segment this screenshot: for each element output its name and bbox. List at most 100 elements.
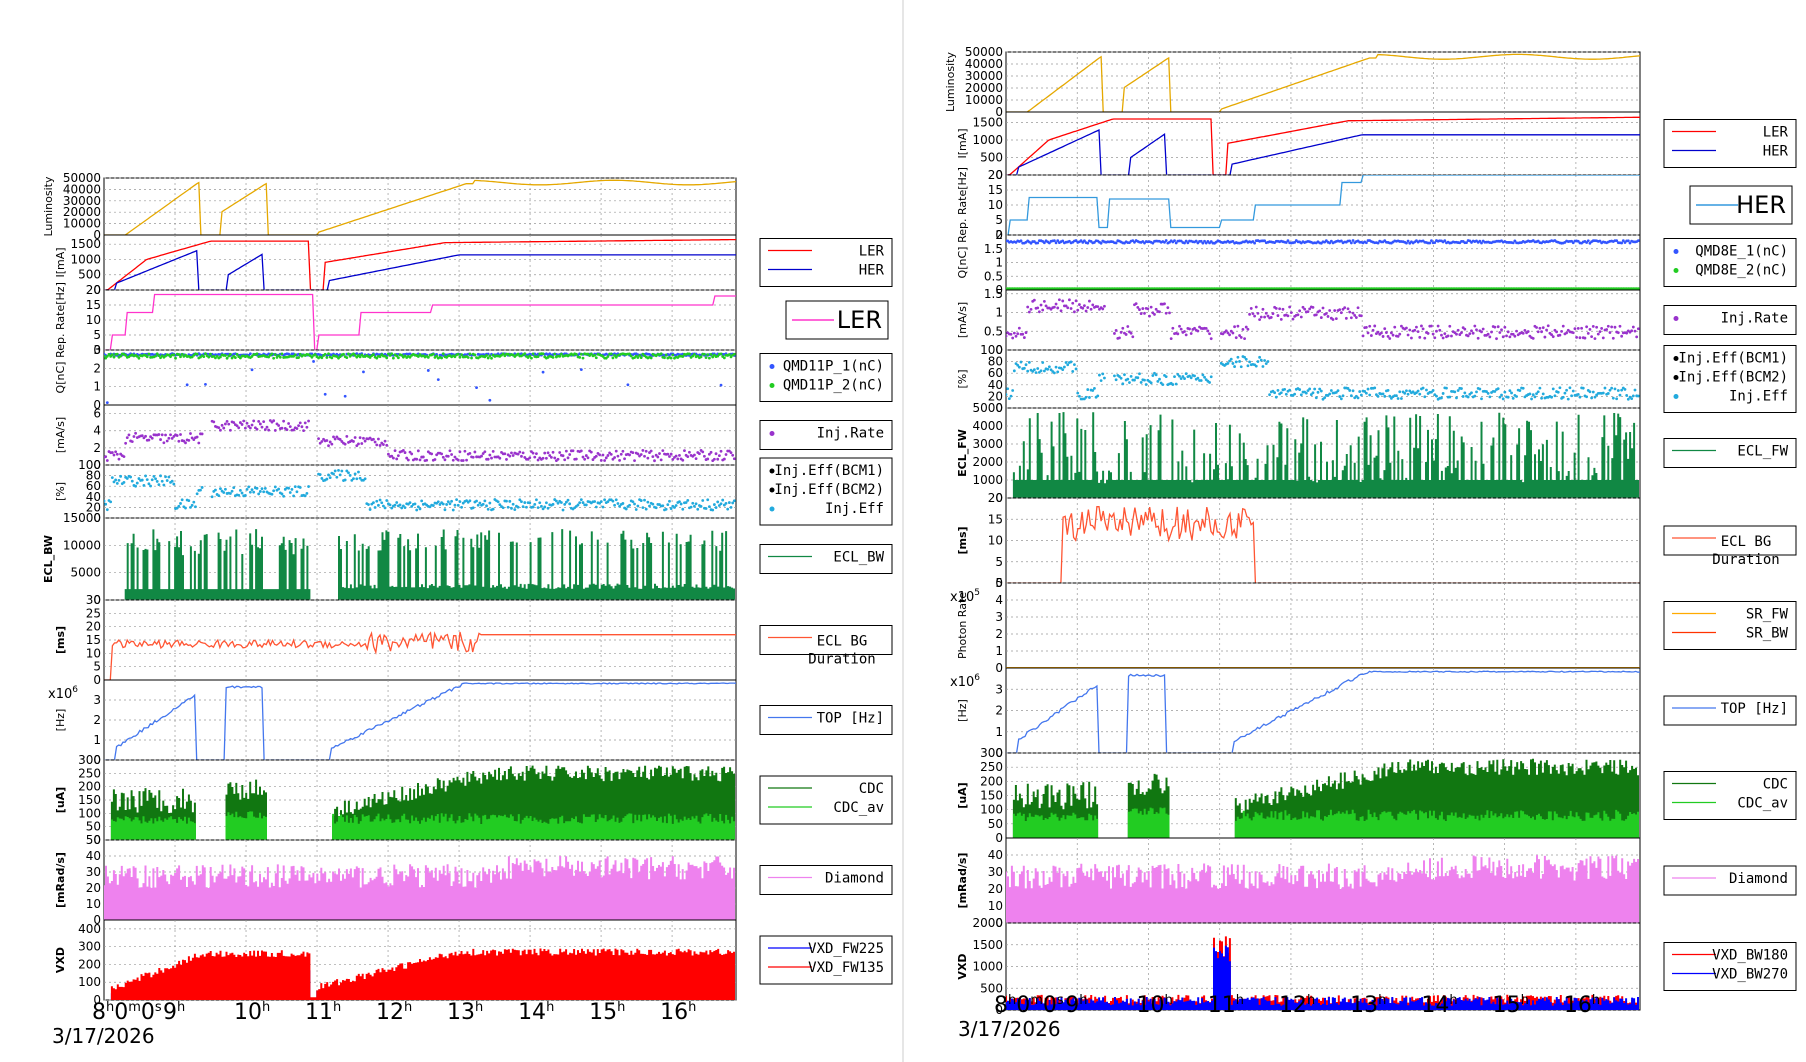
- data-point: [1016, 363, 1020, 367]
- time-tick-label: 10h: [234, 1000, 270, 1025]
- data-point: [440, 452, 444, 456]
- data-point: [559, 352, 563, 356]
- y-axis-label: [Hz]: [54, 709, 67, 732]
- data-point: [673, 506, 676, 509]
- data-point: [185, 383, 189, 387]
- data-point: [282, 419, 286, 423]
- data-point: [1440, 333, 1443, 337]
- data-point: [674, 504, 678, 507]
- data-point: [1119, 330, 1123, 334]
- data-point: [441, 455, 445, 459]
- data-point: [373, 506, 377, 509]
- data-point: [698, 452, 701, 456]
- data-point: [1373, 324, 1377, 328]
- data-point: [732, 499, 736, 503]
- time-tick-label: 12h: [1279, 993, 1315, 1018]
- data-point: [510, 451, 513, 455]
- data-point: [1433, 336, 1437, 340]
- data-point: [704, 356, 708, 360]
- legend-box: [759, 775, 893, 825]
- y-tick-label: 0: [93, 753, 101, 767]
- data-point: [717, 504, 721, 507]
- data-point: [1328, 392, 1332, 396]
- y-tick-label: 1: [995, 725, 1003, 739]
- data-point: [644, 507, 648, 511]
- data-point: [267, 355, 271, 359]
- data-point: [290, 487, 294, 491]
- data-point: [1369, 334, 1373, 337]
- data-point: [104, 455, 108, 459]
- data-point: [150, 436, 154, 440]
- data-point: [387, 452, 390, 456]
- data-point: [1254, 305, 1258, 309]
- data-point: [1620, 241, 1624, 245]
- data-point: [618, 458, 621, 462]
- data-point: [330, 442, 334, 446]
- series-group: [1006, 936, 1639, 1010]
- data-point: [1244, 325, 1248, 329]
- data-point: [1515, 395, 1518, 398]
- data-point: [325, 477, 329, 481]
- data-point: [1143, 311, 1146, 315]
- data-point: [1042, 241, 1046, 245]
- data-point: [1016, 332, 1020, 336]
- data-point: [1056, 306, 1060, 310]
- data-point: [1460, 387, 1463, 390]
- data-point: [358, 436, 362, 440]
- legend-label: HER: [1736, 191, 1786, 219]
- data-point: [243, 494, 247, 497]
- data-point: [328, 476, 332, 480]
- y-tick-label: 5: [995, 555, 1003, 569]
- data-point: [1610, 325, 1614, 329]
- y-tick-label: 4: [995, 593, 1003, 607]
- data-point: [1486, 391, 1490, 395]
- subplot-eff: 100806040200[%]Inj.Eff(BCM1)Inj.Eff(BCM2…: [54, 457, 893, 526]
- data-point: [681, 355, 685, 358]
- data-point: [1566, 397, 1570, 401]
- data-point: [671, 353, 675, 357]
- y-tick-label: 1500: [70, 237, 101, 251]
- legend-label: CDC: [1763, 777, 1788, 793]
- legend-marker: [1673, 268, 1679, 273]
- data-point: [1331, 318, 1335, 321]
- y-tick-label: 100: [980, 803, 1003, 817]
- data-point: [1611, 336, 1615, 340]
- legend-rep: HER: [1689, 185, 1793, 225]
- data-point: [1368, 324, 1372, 328]
- y-tick-label: 30000: [965, 69, 1003, 83]
- data-point: [1536, 330, 1540, 334]
- data-point: [485, 504, 488, 508]
- y-tick-label: 20000: [63, 205, 101, 219]
- data-point: [579, 449, 583, 453]
- data-point: [224, 487, 227, 491]
- data-point: [1468, 332, 1472, 336]
- data-point: [1056, 370, 1060, 374]
- data-point: [1103, 376, 1106, 380]
- y-tick-label: 20: [988, 491, 1003, 505]
- data-point: [1121, 382, 1125, 386]
- data-point: [1022, 366, 1026, 370]
- data-point: [420, 499, 424, 503]
- y-tick-label: 300: [980, 746, 1003, 760]
- data-point: [159, 438, 162, 441]
- data-point: [273, 485, 277, 489]
- data-point: [375, 499, 379, 503]
- data-point: [508, 499, 512, 503]
- data-point: [255, 427, 259, 431]
- data-point: [257, 419, 261, 423]
- data-point: [1041, 308, 1045, 312]
- data-point: [714, 452, 718, 456]
- data-point: [1283, 387, 1287, 391]
- data-point: [485, 354, 488, 357]
- data-point: [1608, 388, 1612, 392]
- legend-label: LER: [859, 244, 885, 260]
- data-point: [668, 455, 671, 458]
- data-point: [1443, 239, 1447, 243]
- data-point: [1595, 325, 1599, 329]
- data-point: [561, 508, 565, 512]
- data-point: [461, 501, 465, 505]
- data-point: [438, 503, 442, 506]
